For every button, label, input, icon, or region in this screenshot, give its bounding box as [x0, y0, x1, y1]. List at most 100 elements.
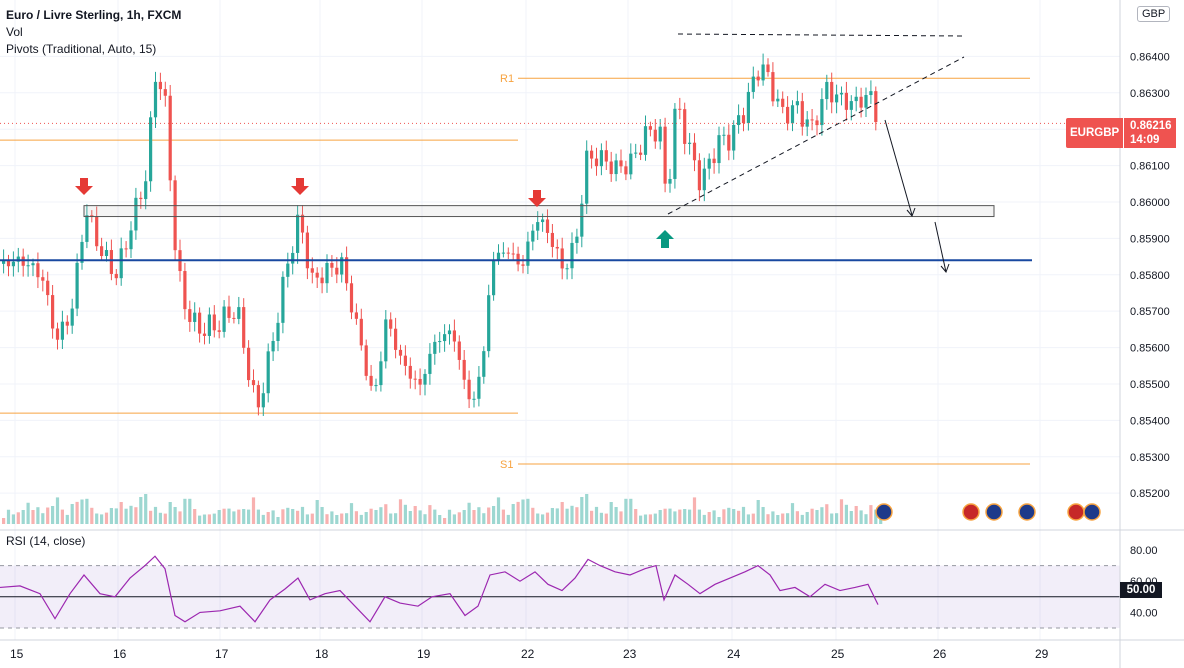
candle-body — [727, 134, 731, 151]
volume-bar — [604, 513, 608, 524]
volume-bar — [75, 501, 79, 524]
candle-body — [168, 95, 172, 181]
volume-bar — [683, 509, 687, 524]
candle-body — [423, 373, 427, 385]
candle-body — [100, 246, 104, 257]
volume-bar — [467, 502, 471, 524]
candle-body — [193, 312, 197, 322]
x-tick-label: 18 — [315, 647, 329, 661]
candle-body — [6, 260, 11, 267]
volume-bar — [296, 510, 300, 524]
candle-body — [702, 168, 706, 191]
candle-body — [609, 161, 613, 175]
candle-body — [335, 267, 339, 275]
candle-body — [825, 81, 829, 100]
volume-bar — [95, 513, 99, 524]
volume-bar — [516, 501, 520, 524]
volume-bar — [776, 515, 780, 524]
candle-body — [707, 158, 711, 169]
volume-bar — [830, 513, 834, 524]
candle-body — [41, 277, 45, 281]
candle-body — [413, 378, 417, 380]
volume-bar — [648, 514, 652, 524]
eu-flag-icon — [985, 503, 1003, 521]
candle-body — [349, 283, 354, 313]
volume-bar — [16, 512, 20, 524]
candle-body — [384, 319, 388, 362]
volume-bar — [281, 509, 285, 524]
volume-bar — [594, 506, 599, 524]
candle-body — [198, 312, 202, 334]
drawings[interactable] — [0, 33, 1120, 273]
candle-body — [859, 96, 863, 108]
volume-bar — [820, 507, 824, 524]
candle-body — [790, 105, 795, 124]
candle-body — [408, 365, 412, 379]
volume-bar — [114, 508, 118, 524]
rsi-line — [0, 555, 879, 623]
volume-bar — [864, 514, 868, 524]
volume-bar — [335, 515, 339, 524]
x-tick-label: 19 — [417, 647, 431, 661]
candle-body — [800, 101, 804, 127]
candle-body — [594, 158, 599, 167]
volume-bar — [545, 512, 550, 524]
candle-body — [477, 376, 481, 399]
volume-bar — [609, 502, 613, 524]
sell-arrow-icon — [291, 178, 309, 195]
volume-bar — [624, 498, 628, 524]
volume-bar — [815, 510, 819, 524]
volume-bar — [188, 498, 192, 524]
volume-bar — [712, 510, 716, 524]
volume-bar — [550, 508, 554, 524]
projection-arrow-2 — [934, 221, 947, 273]
volume-bar — [844, 504, 848, 524]
volume-bar — [433, 509, 437, 524]
candle-body — [85, 215, 89, 242]
volume-bar — [668, 508, 672, 524]
volume-bar — [51, 506, 55, 524]
volume-bar — [526, 498, 530, 524]
volume-bar — [531, 507, 535, 524]
volume-bar — [403, 504, 407, 524]
event-icons[interactable] — [875, 503, 1101, 521]
candle-body — [658, 126, 662, 142]
candle-body — [776, 98, 780, 102]
volume-bar — [291, 509, 295, 524]
pivot-s1-label: S1 — [500, 459, 513, 471]
candle-body — [599, 150, 603, 167]
candle-body — [722, 134, 726, 136]
x-tick-label: 22 — [521, 647, 535, 661]
volume-bar — [472, 510, 476, 524]
volume-bar — [673, 511, 677, 524]
volume-bar — [207, 514, 211, 524]
volume-bar — [149, 510, 153, 524]
currency-badge[interactable]: GBP — [1137, 6, 1171, 22]
volume-bar — [354, 511, 358, 524]
volume-bar — [443, 518, 447, 524]
volume-bar — [119, 502, 123, 524]
volume-bar — [688, 509, 692, 524]
volume-bar — [6, 509, 11, 524]
volume-bar — [418, 510, 422, 524]
volume-bar — [795, 511, 799, 524]
candle-body — [291, 252, 295, 264]
volume-bar — [800, 514, 804, 524]
y-tick-label: 0.85400 — [1130, 415, 1170, 427]
candle-body — [839, 92, 844, 95]
volume-bar — [379, 507, 383, 524]
candle-body — [751, 76, 755, 92]
candle-body — [251, 380, 256, 386]
volume-bar — [722, 509, 726, 524]
volume-bar — [198, 515, 202, 524]
uk-flag-icon — [1067, 503, 1085, 521]
volume-bar — [85, 498, 89, 524]
volume-bar — [247, 509, 251, 524]
candle-body — [320, 277, 324, 284]
volume-bar — [330, 511, 334, 524]
volume-bar — [320, 507, 324, 524]
candle-body — [545, 219, 550, 233]
candle-body — [521, 264, 525, 266]
volume-bar — [271, 510, 275, 524]
